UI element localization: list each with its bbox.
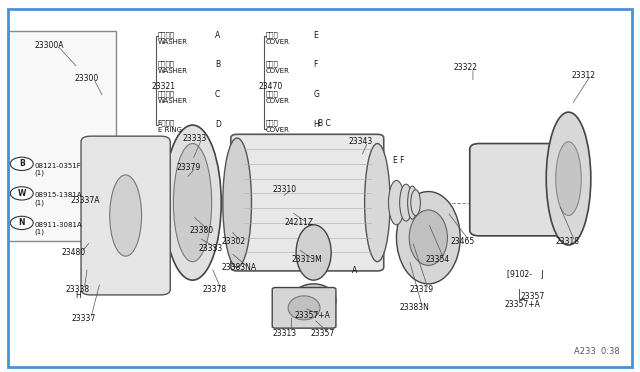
Text: B C: B C: [318, 119, 331, 128]
Circle shape: [10, 187, 33, 200]
Text: 23310: 23310: [272, 185, 296, 194]
Ellipse shape: [409, 210, 447, 265]
Ellipse shape: [109, 175, 141, 256]
Text: カバー
COVER: カバー COVER: [266, 61, 290, 74]
Text: C: C: [215, 90, 220, 99]
Text: B: B: [19, 159, 25, 169]
Text: A233  0:38: A233 0:38: [573, 347, 620, 356]
Text: 23300: 23300: [75, 74, 99, 83]
Text: (1): (1): [35, 199, 45, 206]
Text: 23343: 23343: [349, 137, 373, 146]
Circle shape: [10, 157, 33, 170]
Text: E: E: [314, 31, 318, 40]
Text: 23318: 23318: [556, 237, 580, 246]
Text: Eリング
E RING: Eリング E RING: [157, 119, 182, 133]
Text: 23321: 23321: [152, 82, 176, 91]
Text: H: H: [75, 291, 81, 300]
Text: F: F: [314, 61, 318, 70]
FancyBboxPatch shape: [272, 288, 336, 328]
Text: 23480: 23480: [62, 248, 86, 257]
Ellipse shape: [399, 184, 412, 221]
Text: カバー
COVER: カバー COVER: [266, 119, 290, 133]
Text: 23313M: 23313M: [291, 255, 322, 264]
Text: A D: A D: [419, 211, 432, 220]
Ellipse shape: [408, 186, 417, 219]
Text: (1): (1): [35, 229, 45, 235]
Ellipse shape: [173, 144, 212, 262]
Ellipse shape: [223, 138, 252, 267]
Text: 23357+A: 23357+A: [294, 311, 330, 320]
Text: 23333: 23333: [183, 134, 207, 142]
Text: D: D: [215, 119, 221, 129]
Text: [9102-    J: [9102- J: [507, 270, 543, 279]
Text: 23357+A: 23357+A: [505, 300, 541, 309]
Text: 23357: 23357: [521, 292, 545, 301]
FancyBboxPatch shape: [231, 134, 384, 271]
Text: 23333: 23333: [199, 244, 223, 253]
Ellipse shape: [296, 225, 331, 280]
Text: カバー
COVER: カバー COVER: [266, 90, 290, 104]
Text: 23300A: 23300A: [35, 41, 64, 50]
Ellipse shape: [288, 296, 320, 320]
Text: W: W: [17, 189, 26, 198]
Ellipse shape: [388, 180, 404, 225]
Text: 23470: 23470: [258, 82, 282, 91]
Text: ワッシャ
WASHER: ワッシャ WASHER: [157, 90, 188, 104]
Text: 08911-3081A: 08911-3081A: [35, 222, 83, 228]
Text: ワッシャ
WASHER: ワッシャ WASHER: [157, 61, 188, 74]
Text: カバー
COVER: カバー COVER: [266, 31, 290, 45]
Text: 23354: 23354: [425, 255, 449, 264]
FancyBboxPatch shape: [81, 136, 170, 295]
Text: 23302: 23302: [221, 237, 245, 246]
Text: 23322: 23322: [454, 63, 478, 72]
Ellipse shape: [546, 112, 591, 245]
FancyBboxPatch shape: [470, 144, 565, 236]
Text: 08121-0351F: 08121-0351F: [35, 163, 81, 169]
Text: H: H: [314, 119, 319, 129]
Text: 24211Z: 24211Z: [285, 218, 314, 227]
Text: 23337A: 23337A: [70, 196, 100, 205]
Text: (1): (1): [35, 170, 45, 176]
Ellipse shape: [411, 190, 420, 215]
Ellipse shape: [164, 125, 221, 280]
Text: 23383NA: 23383NA: [221, 263, 257, 272]
Text: A: A: [215, 31, 220, 40]
Text: ワッシャ
WASHER: ワッシャ WASHER: [157, 31, 188, 45]
Ellipse shape: [396, 192, 460, 284]
Text: 23338: 23338: [65, 285, 89, 294]
Text: E F: E F: [394, 155, 404, 165]
Text: 23465: 23465: [451, 237, 475, 246]
Bar: [8, 31, 116, 241]
Text: B: B: [215, 61, 220, 70]
Circle shape: [10, 216, 33, 230]
Text: 23380: 23380: [189, 226, 214, 235]
Text: A: A: [353, 266, 358, 275]
Text: 23313: 23313: [272, 329, 296, 338]
Ellipse shape: [291, 284, 336, 317]
Text: 23312: 23312: [572, 71, 596, 80]
Text: 23378: 23378: [202, 285, 226, 294]
Text: N: N: [19, 218, 25, 227]
Text: 23337: 23337: [72, 314, 96, 323]
Text: 23379: 23379: [177, 163, 201, 172]
Text: G: G: [314, 90, 319, 99]
Text: 08915-1381A: 08915-1381A: [35, 192, 82, 198]
Text: 23357: 23357: [310, 329, 335, 338]
Text: 23383N: 23383N: [399, 303, 429, 312]
Ellipse shape: [365, 144, 390, 262]
Text: 23319: 23319: [409, 285, 433, 294]
Text: G: G: [428, 237, 434, 246]
Ellipse shape: [556, 142, 581, 215]
